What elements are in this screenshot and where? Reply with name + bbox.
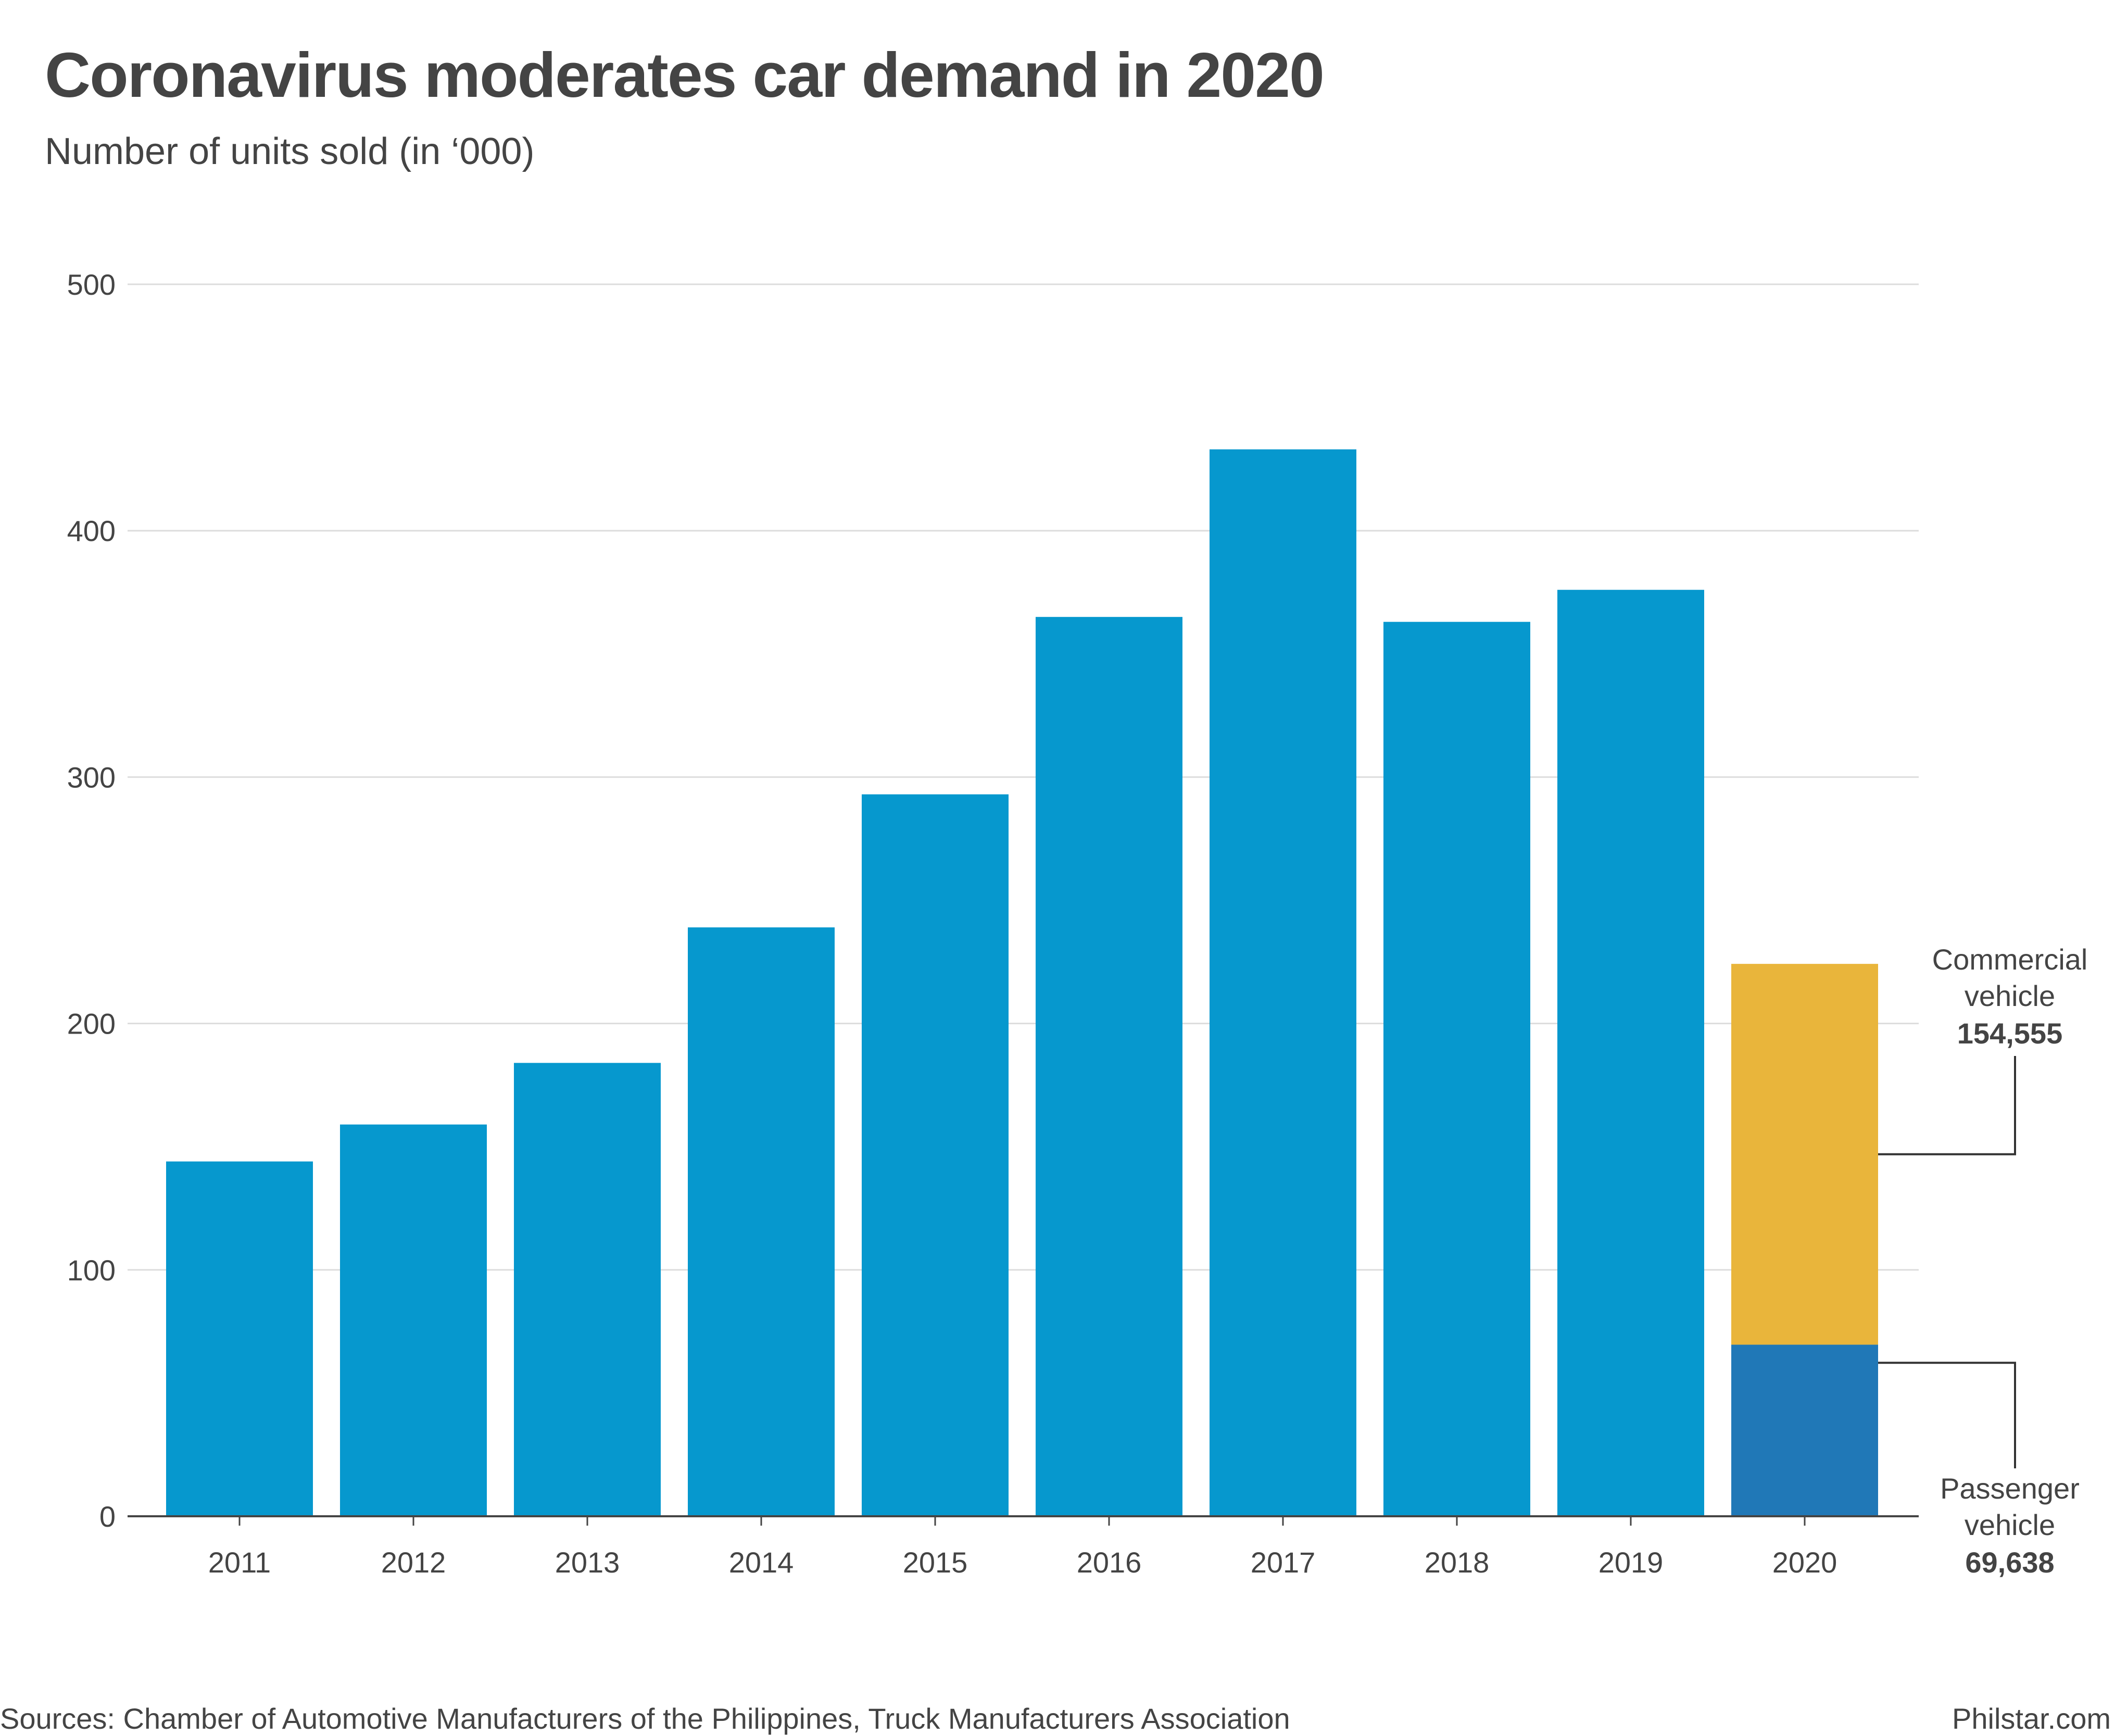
bar-2019-series-0	[1557, 589, 1704, 1516]
x-axis: 2011 2012 2013 2014 2015 2016 2017 2018 2019 2020	[128, 1515, 1919, 1579]
passenger-label-line2: vehicle	[1965, 1508, 2055, 1541]
passenger-label-line1: Passenger	[1940, 1472, 2080, 1505]
bars	[166, 449, 1878, 1517]
commercial-leader-line	[1878, 1056, 2016, 1155]
x-tick-label: 2018	[1425, 1546, 1490, 1579]
x-tick-label: 2020	[1772, 1546, 1837, 1579]
y-tick-label: 300	[67, 761, 116, 794]
passenger-value: 69,638	[1965, 1546, 2054, 1579]
x-tick-label: 2014	[729, 1546, 794, 1579]
annotations: Commercialvehicle154,555Passengervehicle…	[1878, 943, 2087, 1579]
bar-2018-series-0	[1383, 622, 1530, 1516]
bar-2011-series-0	[166, 1161, 313, 1516]
passenger-leader-line	[1878, 1362, 2016, 1468]
bar-2013-series-0	[514, 1063, 661, 1516]
commercial-label-line1: Commercial	[1932, 943, 2088, 976]
x-tick-label: 2015	[903, 1546, 968, 1579]
chart-subtitle: Number of units sold (in ‘000)	[45, 131, 535, 172]
commercial-value: 154,555	[1957, 1017, 2062, 1050]
y-tick-label: 0	[99, 1500, 116, 1533]
x-tick-label: 2011	[208, 1546, 271, 1579]
y-tick-label: 100	[67, 1254, 116, 1287]
bar-2020-series-2	[1731, 964, 1878, 1345]
x-tick-label: 2017	[1251, 1546, 1316, 1579]
bar-2017-series-0	[1210, 449, 1356, 1517]
bar-2015-series-0	[862, 794, 1009, 1516]
bar-2020-series-1	[1731, 1344, 1878, 1516]
x-tick-label: 2016	[1077, 1546, 1142, 1579]
x-tick-label: 2019	[1598, 1546, 1664, 1579]
bar-2014-series-0	[688, 927, 835, 1516]
commercial-label-line2: vehicle	[1965, 979, 2055, 1012]
y-tick-label: 400	[67, 514, 116, 547]
y-tick-label: 500	[67, 268, 116, 301]
x-tick-label: 2012	[381, 1546, 446, 1579]
y-tick-label: 200	[67, 1008, 116, 1040]
sources-note: Sources: Chamber of Automotive Manufactu…	[0, 1702, 1290, 1735]
x-tick-label: 2013	[555, 1546, 620, 1579]
bar-2016-series-0	[1036, 617, 1182, 1516]
chart-title: Coronavirus moderates car demand in 2020	[45, 40, 1325, 110]
bar-2012-series-0	[340, 1124, 487, 1516]
publisher-credit: Philstar.com	[1952, 1702, 2111, 1735]
y-axis-ticks: 0 100 200 300 400 500	[67, 268, 116, 1533]
